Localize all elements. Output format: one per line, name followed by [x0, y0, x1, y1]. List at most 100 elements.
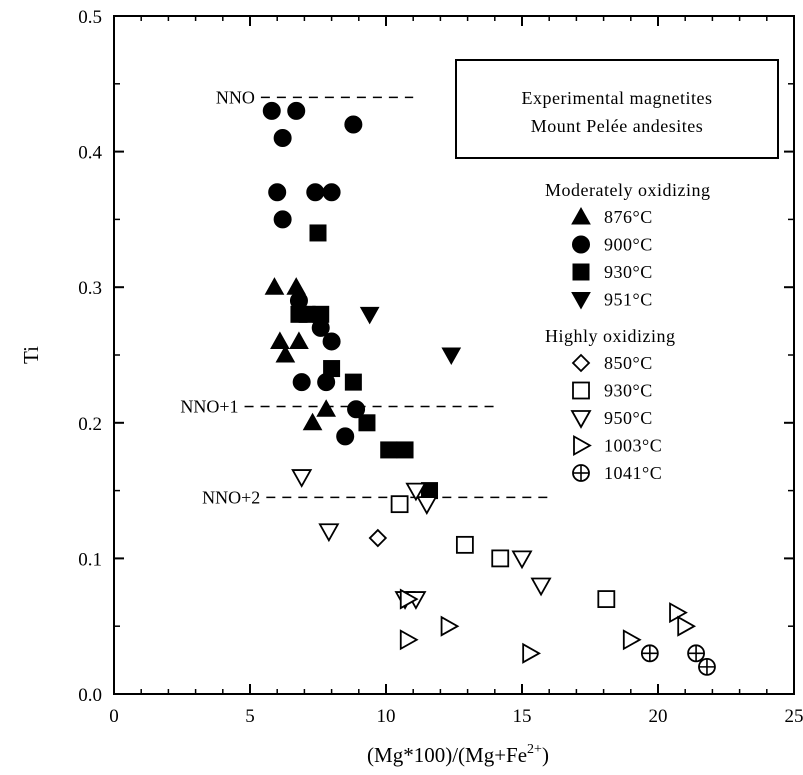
data-point	[318, 523, 340, 543]
legend-marker	[572, 263, 590, 281]
axis-ticks: 0 5 10 15 20 25 0.0 0.1 0.2 0.3 0.4 0.5	[78, 7, 803, 727]
data-point	[399, 629, 419, 651]
legend-label: 950°C	[604, 408, 653, 428]
data-point	[344, 373, 362, 391]
data-point	[399, 588, 419, 610]
series-triangle-right-open-7	[399, 588, 697, 664]
legend-label: 1003°C	[604, 436, 662, 456]
data-point	[368, 528, 388, 548]
series-square-filled-2	[290, 224, 439, 500]
series-square-open-5	[390, 495, 616, 608]
legend-label: 850°C	[604, 353, 653, 373]
x-axis-title-close: )	[542, 743, 549, 767]
y-tick-label: 0.2	[78, 414, 102, 435]
data-point	[336, 427, 355, 446]
data-point	[441, 347, 462, 366]
legend-label: 1041°C	[604, 463, 662, 483]
data-point	[359, 306, 380, 325]
data-point	[268, 183, 287, 202]
legend-marker	[570, 410, 592, 429]
data-point	[380, 441, 398, 459]
legend-item: 1041°C	[572, 463, 662, 483]
data-point	[390, 495, 409, 514]
data-point	[273, 210, 292, 229]
data-points	[262, 101, 716, 676]
data-point	[292, 373, 311, 392]
data-point	[306, 183, 325, 202]
legend-item: 951°C	[571, 290, 653, 310]
legend-marker	[571, 353, 591, 373]
data-point	[291, 469, 313, 488]
data-point	[270, 331, 290, 349]
data-point	[322, 332, 341, 351]
data-point	[416, 496, 438, 515]
x-axis-title: (Mg*100)/(Mg+Fe2+)	[367, 742, 549, 767]
x-tick-label: 25	[785, 706, 803, 727]
ref-label-nno-plus-1: NNO+1	[180, 397, 238, 417]
legend-marker	[572, 464, 590, 482]
data-point	[323, 360, 341, 378]
y-tick-label: 0.1	[78, 549, 102, 570]
x-tick-label: 15	[513, 706, 532, 727]
legend-item: 950°C	[570, 408, 653, 429]
data-point	[455, 535, 474, 554]
legend-item: 850°C	[571, 353, 653, 373]
series-circle-cross-open-8	[640, 644, 716, 676]
data-point	[262, 101, 281, 120]
legend-label: 876°C	[604, 207, 653, 227]
data-point	[677, 615, 697, 637]
data-point	[440, 615, 460, 637]
y-tick-label: 0.3	[78, 278, 102, 299]
data-point	[316, 399, 337, 417]
ref-label-nno-plus-2: NNO+2	[202, 487, 260, 507]
data-point	[273, 129, 292, 148]
y-axis-title: Ti	[19, 346, 43, 364]
series-triangle-down-open-6	[291, 469, 552, 610]
data-point	[640, 644, 659, 663]
data-point	[522, 642, 541, 664]
legend-item: 930°C	[572, 262, 652, 282]
legend-item: 930°C	[572, 381, 653, 401]
legend-title-border	[455, 59, 779, 159]
legend-label: 900°C	[604, 235, 653, 255]
y-tick-label: 0.0	[78, 685, 102, 706]
data-point	[347, 400, 366, 419]
data-point	[302, 412, 323, 431]
data-point	[312, 305, 330, 323]
legend-marker	[573, 434, 592, 457]
legend-label: 930°C	[604, 381, 653, 401]
data-point	[286, 277, 307, 295]
legend-marker	[571, 206, 591, 225]
ref-label-nno: NNO	[216, 87, 255, 107]
legend-marker	[572, 381, 590, 400]
legend: Moderately oxidizing 876°C 900°C 930°C 951°C…	[545, 180, 710, 483]
data-point	[264, 277, 285, 295]
series-triangle-up-filled-0	[264, 277, 337, 431]
x-tick-label: 10	[377, 706, 396, 727]
data-point	[597, 590, 616, 608]
y-tick-label: 0.4	[78, 143, 102, 164]
data-point	[511, 550, 533, 570]
series-diamond-open-4	[368, 528, 388, 548]
data-point	[344, 115, 363, 134]
legend-title-line-2: Mount Pelée andesites	[531, 116, 703, 136]
legend-title-box: Experimental magnetites Mount Pelée ande…	[455, 59, 779, 159]
data-point	[358, 414, 376, 432]
legend-group-title: Moderately oxidizing	[545, 180, 710, 200]
data-point	[396, 441, 414, 459]
legend-label: 951°C	[604, 290, 653, 310]
legend-marker	[571, 292, 591, 310]
data-point	[322, 183, 341, 202]
x-axis-title-main: (Mg*100)/(Mg+Fe	[367, 743, 527, 767]
data-point	[491, 549, 510, 568]
y-tick-label: 0.5	[78, 7, 102, 28]
data-point	[687, 644, 705, 663]
legend-item: 1003°C	[573, 434, 662, 457]
data-point	[309, 224, 327, 242]
data-point	[530, 577, 552, 597]
data-point	[622, 629, 642, 651]
x-tick-label: 5	[245, 706, 255, 727]
data-point	[698, 657, 716, 676]
data-point	[275, 344, 296, 363]
